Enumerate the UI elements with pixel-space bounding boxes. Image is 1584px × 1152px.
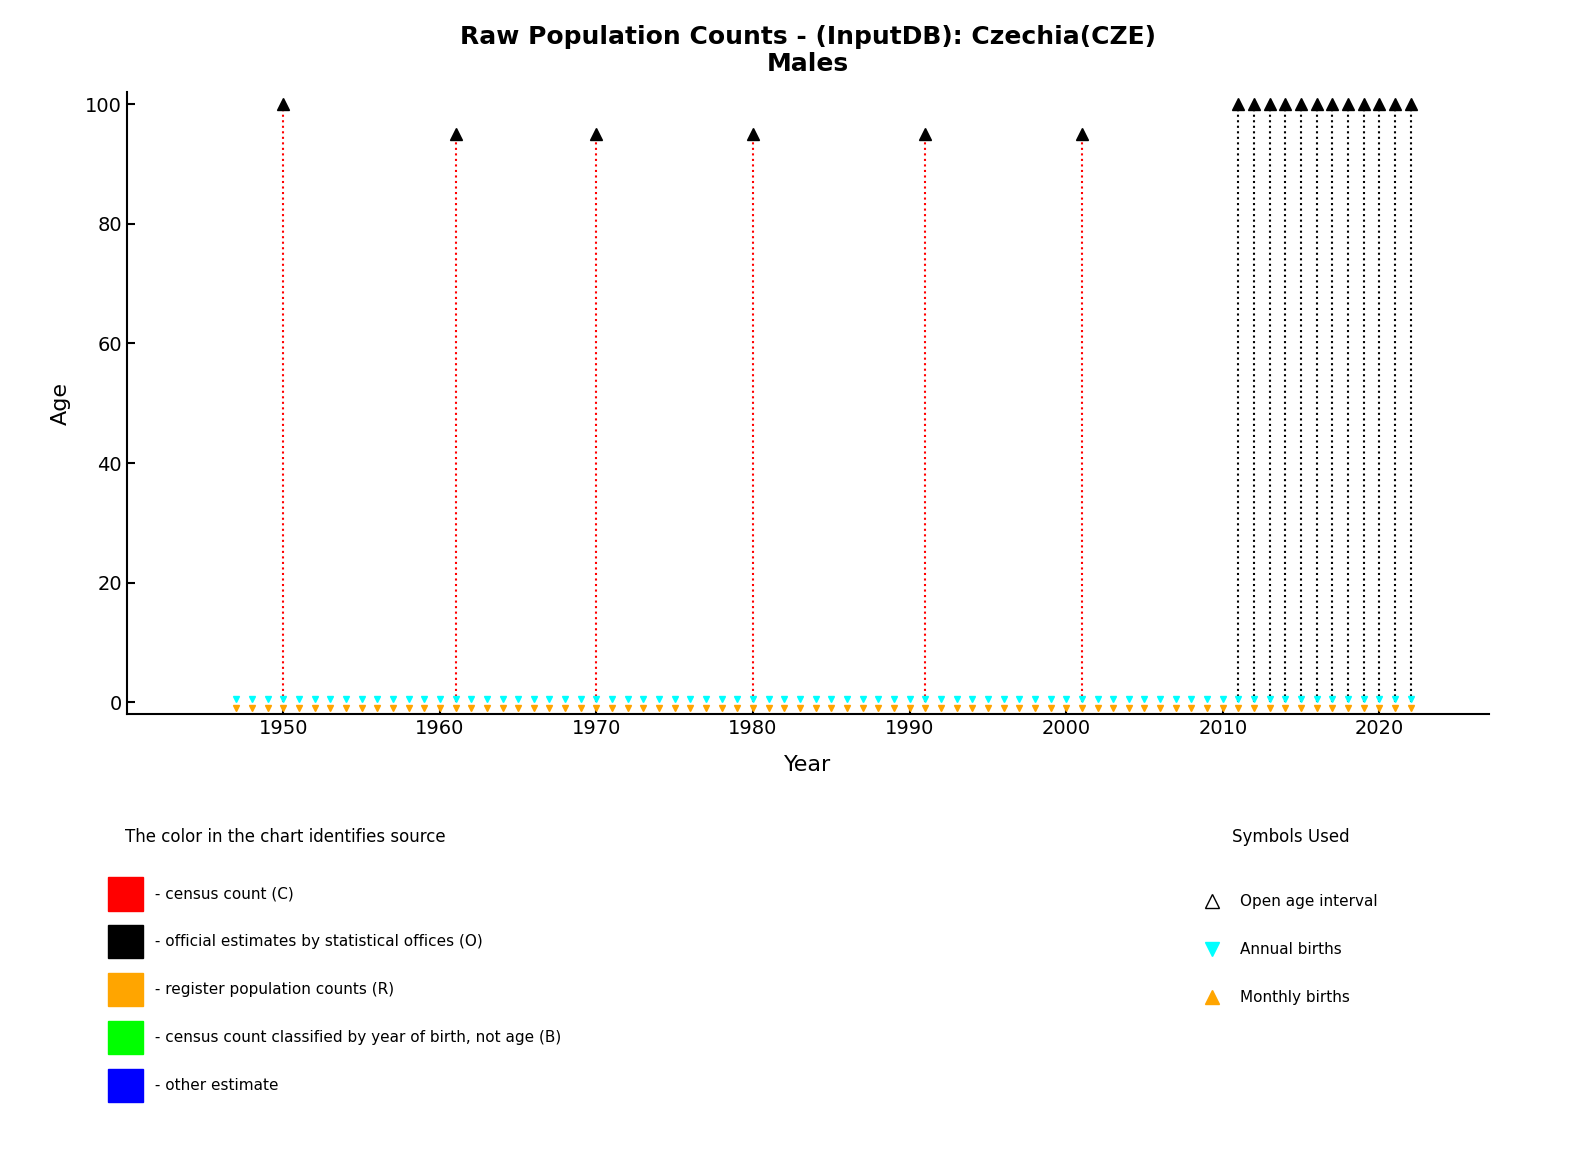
- Y-axis label: Age: Age: [51, 381, 71, 425]
- X-axis label: Year: Year: [784, 755, 832, 775]
- Text: - census count classified by year of birth, not age (B): - census count classified by year of bir…: [150, 1030, 562, 1045]
- FancyBboxPatch shape: [108, 973, 143, 1007]
- Text: Monthly births: Monthly births: [1240, 990, 1350, 1005]
- Title: Raw Population Counts - (InputDB): Czechia(CZE)
Males: Raw Population Counts - (InputDB): Czech…: [459, 24, 1156, 76]
- Text: - census count (C): - census count (C): [150, 886, 295, 902]
- Text: The color in the chart identifies source: The color in the chart identifies source: [125, 827, 445, 846]
- Text: Open age interval: Open age interval: [1240, 894, 1378, 909]
- FancyBboxPatch shape: [108, 925, 143, 958]
- FancyBboxPatch shape: [108, 878, 143, 910]
- Text: - other estimate: - other estimate: [150, 1078, 279, 1093]
- Text: - official estimates by statistical offices (O): - official estimates by statistical offi…: [150, 934, 483, 949]
- Text: - register population counts (R): - register population counts (R): [150, 983, 394, 998]
- Text: Annual births: Annual births: [1240, 941, 1342, 957]
- Text: Symbols Used: Symbols Used: [1232, 827, 1350, 846]
- FancyBboxPatch shape: [108, 1021, 143, 1054]
- FancyBboxPatch shape: [108, 1069, 143, 1102]
